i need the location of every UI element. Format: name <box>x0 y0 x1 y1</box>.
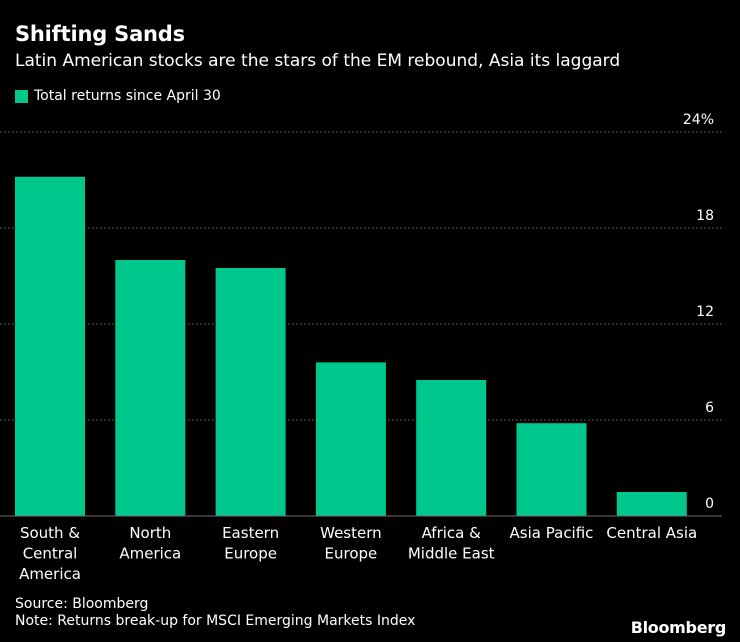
x-tick-label: America <box>119 545 181 563</box>
chart-subtitle: Latin American stocks are the stars of t… <box>15 51 621 71</box>
x-tick-label: America <box>19 565 81 583</box>
source-note: Source: Bloomberg <box>15 596 149 612</box>
bar <box>115 260 186 516</box>
bar <box>315 362 386 516</box>
bar <box>215 268 286 516</box>
x-tick-label: Europe <box>325 545 378 563</box>
legend-swatch <box>15 89 28 103</box>
bar <box>416 380 487 516</box>
x-tick-label: Europe <box>224 545 277 563</box>
bar <box>516 423 587 516</box>
y-tick-label: 6 <box>705 400 714 416</box>
y-tick-label: 24% <box>683 112 714 128</box>
x-tick-label: Africa & <box>422 524 482 542</box>
x-tick-label: Eastern <box>222 524 279 542</box>
x-tick-label: South & <box>20 524 80 542</box>
bar <box>15 176 85 517</box>
x-tick-label: Central <box>23 545 78 563</box>
y-tick-label: 0 <box>705 496 714 512</box>
x-tick-label: Middle East <box>408 545 495 563</box>
y-tick-label: 12 <box>696 304 714 320</box>
legend: Total returns since April 30 <box>15 88 221 104</box>
x-tick-label: Central Asia <box>606 524 697 542</box>
x-tick-label: Western <box>320 524 382 542</box>
y-tick-label: 18 <box>696 208 714 224</box>
x-tick-label: North <box>129 524 171 542</box>
bloomberg-logo: Bloomberg <box>630 618 727 637</box>
chart-title: Shifting Sands <box>15 22 185 46</box>
legend-label: Total returns since April 30 <box>34 88 221 104</box>
bar <box>616 492 687 516</box>
x-tick-label: Asia Pacific <box>510 524 594 542</box>
footnote: Note: Returns break-up for MSCI Emerging… <box>15 613 416 629</box>
